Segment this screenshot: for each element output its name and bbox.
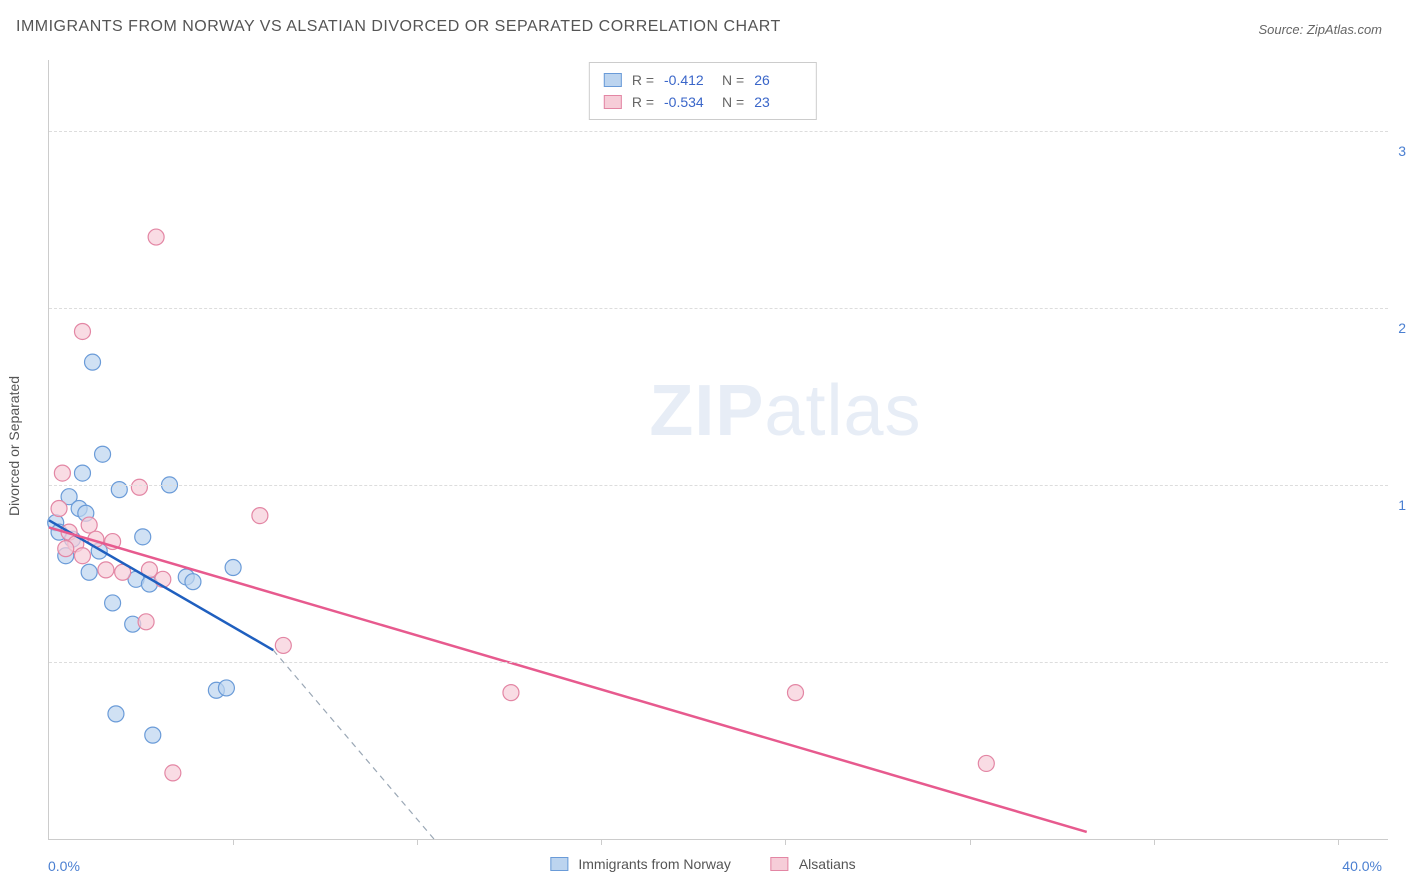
y-tick-label: 30.0% <box>1398 143 1406 159</box>
swatch-norway <box>604 73 622 87</box>
r-value-norway: -0.412 <box>664 69 712 91</box>
r-value-alsatian: -0.534 <box>664 91 712 113</box>
gridline <box>49 485 1388 486</box>
data-point-alsatian <box>54 465 70 481</box>
data-point-alsatian <box>275 637 291 653</box>
source-label: Source: ZipAtlas.com <box>1258 22 1382 37</box>
x-axis-origin-label: 0.0% <box>48 858 80 874</box>
trend-line <box>49 527 1087 832</box>
legend-row-alsatian: R = -0.534 N = 23 <box>604 91 802 113</box>
legend-label-norway: Immigrants from Norway <box>578 856 730 872</box>
legend-item-norway: Immigrants from Norway <box>550 856 730 872</box>
y-axis-title: Divorced or Separated <box>6 376 22 516</box>
data-point-norway <box>225 560 241 576</box>
data-point-alsatian <box>51 501 67 517</box>
data-point-norway <box>81 564 97 580</box>
data-point-alsatian <box>74 323 90 339</box>
r-label: R = <box>632 69 654 91</box>
swatch-norway-icon <box>550 857 568 871</box>
y-tick-label: 15.0% <box>1398 497 1406 513</box>
data-point-norway <box>74 465 90 481</box>
data-point-norway <box>185 574 201 590</box>
n-label: N = <box>722 69 744 91</box>
data-point-alsatian <box>74 548 90 564</box>
data-point-alsatian <box>81 517 97 533</box>
x-tick <box>785 839 786 845</box>
data-point-alsatian <box>165 765 181 781</box>
n-label: N = <box>722 91 744 113</box>
data-point-alsatian <box>503 685 519 701</box>
data-point-alsatian <box>58 541 74 557</box>
y-tick-label: 22.5% <box>1398 320 1406 336</box>
data-point-alsatian <box>131 479 147 495</box>
swatch-alsatian <box>604 95 622 109</box>
x-tick <box>1338 839 1339 845</box>
data-point-norway <box>85 354 101 370</box>
trend-line <box>49 520 273 650</box>
data-point-norway <box>108 706 124 722</box>
legend-item-alsatian: Alsatians <box>771 856 856 872</box>
data-point-norway <box>135 529 151 545</box>
n-value-norway: 26 <box>754 69 802 91</box>
correlation-legend: R = -0.412 N = 26 R = -0.534 N = 23 <box>589 62 817 120</box>
x-tick <box>970 839 971 845</box>
data-point-alsatian <box>138 614 154 630</box>
data-point-alsatian <box>148 229 164 245</box>
legend-row-norway: R = -0.412 N = 26 <box>604 69 802 91</box>
scatter-svg <box>49 60 1388 839</box>
data-point-alsatian <box>787 685 803 701</box>
gridline <box>49 308 1388 309</box>
chart-plot-area: ZIPatlas 7.5%15.0%22.5%30.0% <box>48 60 1388 840</box>
x-tick <box>417 839 418 845</box>
data-point-norway <box>105 595 121 611</box>
data-point-norway <box>95 446 111 462</box>
data-point-alsatian <box>98 562 114 578</box>
data-point-norway <box>145 727 161 743</box>
legend-label-alsatian: Alsatians <box>799 856 856 872</box>
gridline <box>49 131 1388 132</box>
data-point-alsatian <box>252 508 268 524</box>
data-point-alsatian <box>978 755 994 771</box>
x-tick <box>1154 839 1155 845</box>
data-point-norway <box>218 680 234 696</box>
swatch-alsatian-icon <box>771 857 789 871</box>
series-legend: Immigrants from Norway Alsatians <box>550 856 855 872</box>
x-tick <box>601 839 602 845</box>
gridline <box>49 662 1388 663</box>
x-axis-end-label: 40.0% <box>1342 858 1382 874</box>
page-title: IMMIGRANTS FROM NORWAY VS ALSATIAN DIVOR… <box>16 18 781 36</box>
trend-line <box>273 650 434 839</box>
r-label: R = <box>632 91 654 113</box>
x-tick <box>233 839 234 845</box>
n-value-alsatian: 23 <box>754 91 802 113</box>
